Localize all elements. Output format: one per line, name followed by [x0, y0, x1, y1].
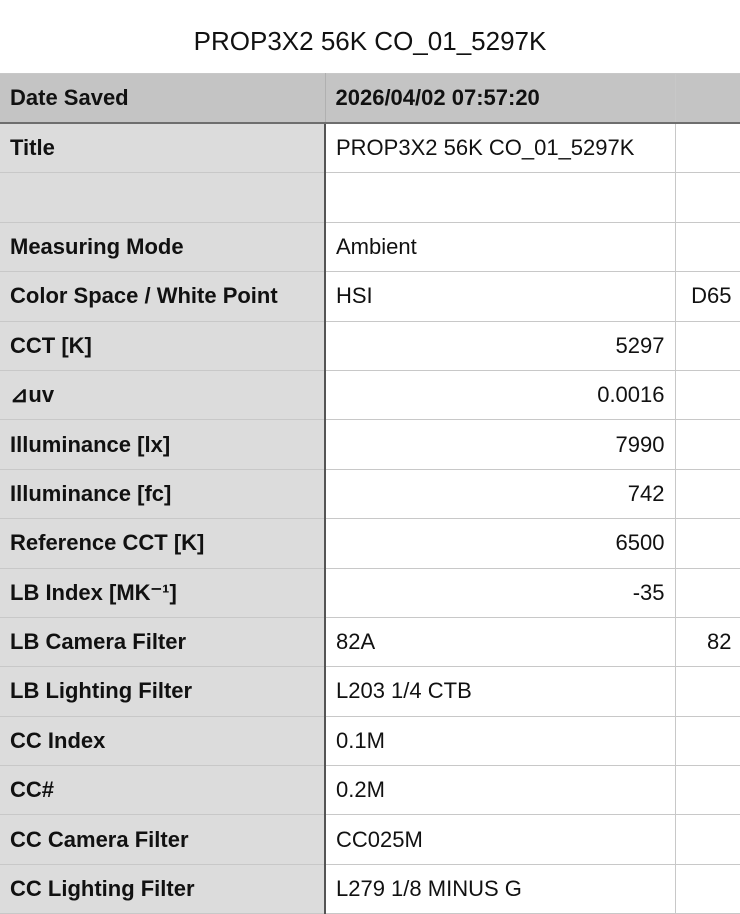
table-row: LB Index [MK⁻¹] -35	[0, 567, 740, 618]
row-label: Reference CCT [K]	[0, 518, 326, 569]
row-label: Illuminance [fc]	[0, 468, 326, 520]
row-extra	[674, 172, 740, 223]
row-label: CC Index	[0, 715, 326, 767]
table-row: ⊿uv 0.0016	[0, 369, 740, 421]
table-row: LB Camera Filter 82A 82	[0, 616, 740, 668]
table-row: CC Lighting Filter L279 1/8 MINUS G	[0, 863, 740, 914]
table-row: Illuminance [fc] 742	[0, 468, 740, 520]
row-label	[0, 172, 326, 223]
row-value: L203 1/4 CTB	[324, 666, 676, 717]
table-row: CCT [K] 5297	[0, 320, 740, 371]
row-extra	[674, 221, 740, 273]
document-title: PROP3X2 56K CO_01_5297K	[193, 26, 547, 56]
table-row: Illuminance [lx] 7990	[0, 419, 740, 470]
table-row: Reference CCT [K] 6500	[0, 518, 740, 569]
table-row: CC Camera Filter CC025M	[0, 814, 740, 865]
table-row: LB Lighting Filter L203 1/4 CTB	[0, 666, 740, 717]
row-label: Illuminance [lx]	[0, 419, 326, 470]
table-row: Measuring Mode Ambient	[0, 221, 740, 273]
header-extra	[674, 73, 740, 124]
table-row: CC# 0.2M	[0, 765, 740, 816]
row-extra	[674, 122, 740, 174]
row-extra	[674, 814, 740, 865]
row-extra	[674, 419, 740, 470]
header-row: Date Saved 2026/04/02 07:57:20	[0, 73, 740, 124]
header-label: Date Saved	[0, 73, 326, 124]
row-value: HSI	[324, 271, 676, 322]
table-row: Color Space / White Point HSI D65	[0, 271, 740, 322]
row-value: 5297	[324, 320, 676, 371]
header-value: 2026/04/02 07:57:20	[324, 73, 676, 124]
row-value: Ambient	[324, 221, 676, 273]
row-label: LB Lighting Filter	[0, 666, 326, 717]
row-label: ⊿uv	[0, 369, 326, 421]
row-label: LB Camera Filter	[0, 616, 326, 668]
row-value: 6500	[324, 518, 676, 569]
row-extra	[674, 567, 740, 618]
table-row: Title PROP3X2 56K CO_01_5297K	[0, 122, 740, 174]
row-value	[324, 172, 676, 223]
table-row: CC Index 0.1M	[0, 715, 740, 767]
row-value: L279 1/8 MINUS G	[324, 863, 676, 914]
measurement-table: Date Saved 2026/04/02 07:57:20 Title PROP…	[0, 73, 740, 914]
table-row	[0, 172, 740, 223]
row-label: CCT [K]	[0, 320, 326, 371]
row-value: 82A	[324, 616, 676, 668]
row-label: CC Lighting Filter	[0, 863, 326, 914]
row-extra	[674, 715, 740, 767]
row-value: 742	[324, 468, 676, 520]
row-value: 0.2M	[324, 765, 676, 816]
row-extra	[674, 320, 740, 371]
row-extra	[674, 468, 740, 520]
row-label: Title	[0, 122, 326, 174]
row-value: -35	[324, 567, 676, 618]
row-label: LB Index [MK⁻¹]	[0, 567, 326, 618]
row-extra	[674, 765, 740, 816]
row-extra	[674, 863, 740, 914]
row-label: CC Camera Filter	[0, 814, 326, 865]
row-label: Measuring Mode	[0, 221, 326, 273]
row-value: 0.0016	[324, 369, 676, 421]
row-extra	[674, 369, 740, 421]
row-extra	[674, 518, 740, 569]
row-extra: 82	[674, 616, 740, 668]
row-value: 7990	[324, 419, 676, 470]
row-label: Color Space / White Point	[0, 271, 326, 322]
row-value: PROP3X2 56K CO_01_5297K	[324, 122, 676, 174]
row-value: CC025M	[324, 814, 676, 865]
row-extra	[674, 666, 740, 717]
row-extra: D65	[674, 271, 740, 322]
row-label: CC#	[0, 765, 326, 816]
row-value: 0.1M	[324, 715, 676, 767]
